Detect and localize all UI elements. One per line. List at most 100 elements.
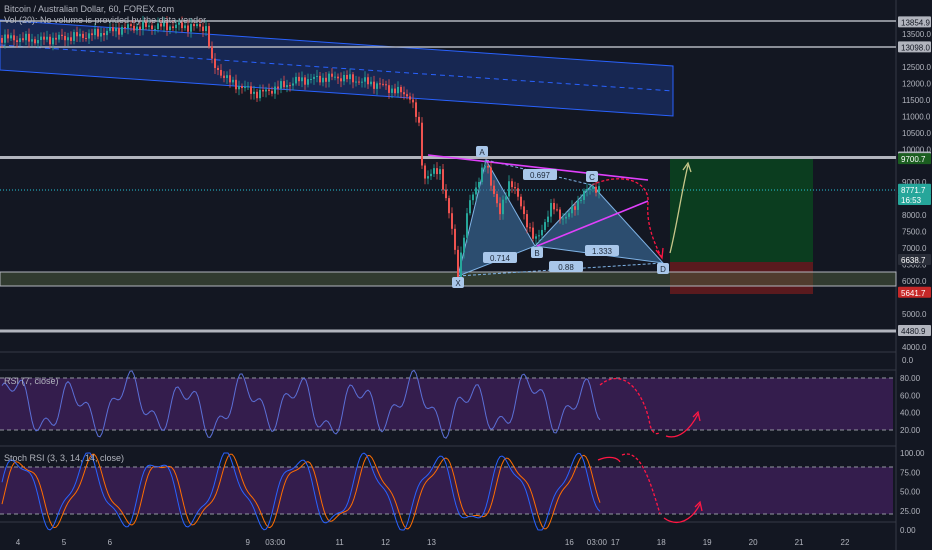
candle-body	[532, 227, 534, 239]
candle-body	[214, 58, 216, 68]
candle-body	[211, 46, 213, 59]
candle-body	[313, 76, 315, 79]
candle-body	[187, 25, 189, 32]
candle-body	[127, 24, 129, 29]
stoch-forecast-arrow[interactable]	[621, 453, 661, 515]
price-label-box[interactable]	[898, 325, 931, 336]
candle-body	[325, 77, 327, 82]
candle-body	[478, 181, 480, 188]
candle-body	[76, 32, 78, 37]
pattern-ratio-box[interactable]	[483, 252, 517, 263]
candlestick-series[interactable]	[1, 15, 600, 283]
stoch-dip-arrow[interactable]	[597, 456, 621, 463]
stoch-rebound-arrow[interactable]	[663, 503, 701, 523]
candle-body	[346, 74, 348, 80]
pattern-ratio-box[interactable]	[585, 245, 619, 256]
price-label-box[interactable]	[898, 194, 931, 205]
wedge-upper-trendline[interactable]	[427, 154, 649, 181]
pattern-point-box[interactable]	[531, 247, 543, 258]
candle-body	[442, 169, 444, 190]
pattern-ratio-box[interactable]	[523, 169, 557, 180]
price-label-box[interactable]	[898, 253, 931, 265]
rsi-rebound-arrow[interactable]	[665, 413, 699, 438]
pattern-point-box[interactable]	[452, 277, 464, 288]
candle-body	[106, 30, 108, 36]
candle-body	[49, 36, 51, 45]
pattern-point-label: C	[589, 173, 595, 182]
candle-body	[415, 102, 417, 117]
rsi-tick-label: 80.00	[900, 374, 921, 383]
candle-body	[391, 88, 393, 93]
candle-body	[460, 252, 462, 278]
pattern-point-box[interactable]	[586, 171, 598, 182]
stoch-d-line[interactable]	[1, 453, 601, 530]
candle-body	[166, 21, 168, 31]
candle-body	[562, 218, 564, 220]
candle-body	[130, 24, 132, 26]
candle-body	[61, 34, 63, 36]
target-arrow[interactable]	[669, 164, 689, 254]
wedge-lower-trendline[interactable]	[536, 200, 649, 247]
candle-body	[334, 76, 336, 78]
candle-body	[205, 26, 207, 32]
price-label-box[interactable]	[898, 153, 931, 165]
pattern-point-box[interactable]	[476, 146, 488, 157]
candle-body	[58, 34, 60, 40]
candle-body	[427, 176, 429, 179]
candle-body	[235, 79, 237, 90]
stoch-k-line[interactable]	[1, 452, 601, 531]
candle-body	[406, 94, 408, 97]
price-label-box[interactable]	[898, 41, 931, 53]
candle-body	[28, 33, 30, 42]
price-label-text: 13098.0	[901, 43, 930, 52]
candle-body	[463, 237, 465, 253]
time-tick-label: 18	[657, 538, 666, 547]
time-tick-label: 16	[565, 538, 574, 547]
pattern-labels: X A B C D 0.697 0.714 1.333 0.88	[452, 146, 669, 288]
stoch-pane[interactable]	[1, 452, 703, 531]
pattern-ratio-box[interactable]	[549, 261, 583, 272]
time-tick-label: 5	[62, 538, 67, 547]
candle-body	[55, 37, 57, 40]
price-tick-label: 6500.0	[902, 261, 927, 270]
support-zone[interactable]	[0, 271, 897, 287]
stoch-tick-label: 50.00	[900, 488, 921, 497]
price-axis[interactable]: 13500.0 12500.0 12000.0 11500.0 11000.0 10500…	[898, 16, 931, 535]
candle-body	[139, 26, 141, 30]
candle-body	[91, 33, 93, 36]
candle-body	[556, 209, 558, 211]
price-label-text: 9700.7	[901, 155, 926, 164]
candle-body	[169, 26, 171, 31]
candle-body	[268, 89, 270, 91]
stoch-tick-label: 100.00	[900, 449, 925, 458]
price-label-box[interactable]	[898, 183, 931, 195]
candle-body	[394, 88, 396, 94]
long-position-profit-zone[interactable]	[670, 159, 813, 262]
candle-body	[502, 199, 504, 215]
candle-body	[31, 39, 33, 42]
candle-body	[331, 73, 333, 77]
candle-body	[361, 81, 363, 83]
candle-body	[520, 196, 522, 207]
candle-body	[19, 38, 21, 42]
rsi-line[interactable]	[1, 369, 601, 439]
candle-body	[244, 86, 246, 89]
rsi-pane[interactable]	[1, 369, 701, 439]
rsi-forecast-arrow[interactable]	[599, 377, 661, 435]
candle-body	[70, 37, 72, 41]
volume-legend[interactable]: Vol (20): No volume is provided by the d…	[4, 15, 207, 25]
rsi-legend[interactable]: RSI (7, close)	[4, 376, 59, 386]
time-axis[interactable]: 4 5 6 9 03:00 11 12 13 16 03:00 17 18 19 20 21 22	[16, 538, 850, 547]
pattern-point-box[interactable]	[657, 263, 669, 274]
stoch-legend[interactable]: Stoch RSI (3, 3, 14, 14, close)	[4, 453, 125, 463]
candle-body	[364, 77, 366, 82]
candle-body	[256, 91, 258, 99]
candle-body	[271, 90, 273, 94]
pattern-point-label: D	[660, 265, 666, 274]
candle-body	[4, 34, 6, 43]
price-label-box[interactable]	[898, 16, 931, 28]
forecast-drop-arrow[interactable]	[591, 178, 663, 259]
price-label-box[interactable]	[898, 286, 931, 298]
